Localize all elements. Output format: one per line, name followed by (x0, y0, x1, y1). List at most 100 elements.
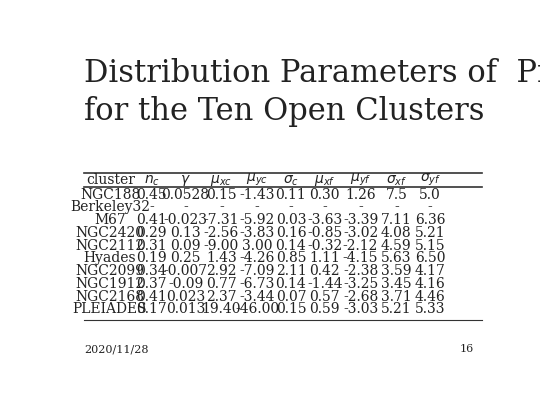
Text: 3.00: 3.00 (242, 239, 273, 253)
Text: -: - (358, 200, 363, 214)
Text: 19.40: 19.40 (201, 302, 241, 316)
Text: -0.023: -0.023 (164, 213, 207, 227)
Text: $\sigma_{xf}$: $\sigma_{xf}$ (386, 173, 407, 188)
Text: $\mu_{xc}$: $\mu_{xc}$ (211, 173, 232, 188)
Text: -: - (255, 200, 260, 214)
Text: M67: M67 (94, 213, 126, 227)
Text: 0.19: 0.19 (137, 252, 167, 265)
Text: $\sigma_c$: $\sigma_c$ (283, 173, 299, 188)
Text: 0.31: 0.31 (137, 239, 167, 253)
Text: 5.21: 5.21 (381, 302, 411, 316)
Text: -3.02: -3.02 (343, 226, 378, 240)
Text: $\gamma$: $\gamma$ (180, 173, 191, 188)
Text: $n_c$: $n_c$ (144, 173, 160, 188)
Text: -6.73: -6.73 (240, 277, 275, 291)
Text: -7.31: -7.31 (204, 213, 239, 227)
Text: -3.44: -3.44 (239, 290, 275, 304)
Text: 3.71: 3.71 (381, 290, 411, 304)
Text: 0.13: 0.13 (170, 226, 201, 240)
Text: 0.34: 0.34 (137, 264, 167, 278)
Text: -0.32: -0.32 (307, 239, 342, 253)
Text: 0.17: 0.17 (137, 302, 167, 316)
Text: 0.30: 0.30 (309, 188, 340, 202)
Text: -4.26: -4.26 (240, 252, 275, 265)
Text: 4.59: 4.59 (381, 239, 411, 253)
Text: 4.08: 4.08 (381, 226, 411, 240)
Text: 2.11: 2.11 (275, 264, 306, 278)
Text: -5.92: -5.92 (240, 213, 275, 227)
Text: 5.21: 5.21 (415, 226, 446, 240)
Text: -: - (183, 200, 188, 214)
Text: 2020/11/28: 2020/11/28 (84, 344, 148, 354)
Text: 2.92: 2.92 (206, 264, 237, 278)
Text: -1.44: -1.44 (307, 277, 342, 291)
Text: Distribution Parameters of  Proper Motion
for the Ten Open Clusters: Distribution Parameters of Proper Motion… (84, 58, 540, 127)
Text: cluster: cluster (86, 173, 136, 188)
Text: NGC2420: NGC2420 (76, 226, 145, 240)
Text: NGC188: NGC188 (80, 188, 140, 202)
Text: 7.11: 7.11 (381, 213, 412, 227)
Text: 0.25: 0.25 (171, 252, 201, 265)
Text: -0.09: -0.09 (168, 277, 203, 291)
Text: -: - (150, 200, 154, 214)
Text: 5.15: 5.15 (415, 239, 446, 253)
Text: -: - (394, 200, 399, 214)
Text: 7.5: 7.5 (386, 188, 407, 202)
Text: 16: 16 (459, 344, 474, 354)
Text: 0.07: 0.07 (275, 290, 306, 304)
Text: NGC2168: NGC2168 (76, 290, 145, 304)
Text: 0.11: 0.11 (275, 188, 306, 202)
Text: 3.45: 3.45 (381, 277, 411, 291)
Text: -0.007: -0.007 (164, 264, 208, 278)
Text: -3.25: -3.25 (343, 277, 378, 291)
Text: 2.37: 2.37 (206, 290, 237, 304)
Text: 0.41: 0.41 (137, 290, 167, 304)
Text: 1.43: 1.43 (206, 252, 237, 265)
Text: 0.15: 0.15 (275, 302, 306, 316)
Text: NGC1912: NGC1912 (76, 277, 145, 291)
Text: -2.38: -2.38 (343, 264, 378, 278)
Text: -3.83: -3.83 (240, 226, 275, 240)
Text: 6.36: 6.36 (415, 213, 446, 227)
Text: 0.59: 0.59 (309, 302, 340, 316)
Text: 0.023: 0.023 (166, 290, 205, 304)
Text: 0.41: 0.41 (137, 213, 167, 227)
Text: $\mu_{yc}$: $\mu_{yc}$ (246, 172, 268, 188)
Text: 0.37: 0.37 (137, 277, 167, 291)
Text: $\mu_{yf}$: $\mu_{yf}$ (350, 172, 372, 188)
Text: 6.50: 6.50 (415, 252, 446, 265)
Text: 0.42: 0.42 (309, 264, 340, 278)
Text: 5.0: 5.0 (419, 188, 441, 202)
Text: 0.85: 0.85 (276, 252, 306, 265)
Text: $\sigma_{yf}$: $\sigma_{yf}$ (420, 172, 441, 188)
Text: Hyades: Hyades (84, 252, 137, 265)
Text: NGC2112: NGC2112 (76, 239, 145, 253)
Text: -9.00: -9.00 (204, 239, 239, 253)
Text: 0.16: 0.16 (275, 226, 306, 240)
Text: -2.12: -2.12 (343, 239, 378, 253)
Text: 0.013: 0.013 (166, 302, 205, 316)
Text: -7.09: -7.09 (240, 264, 275, 278)
Text: -: - (288, 200, 293, 214)
Text: 0.45: 0.45 (137, 188, 167, 202)
Text: -3.03: -3.03 (343, 302, 378, 316)
Text: -2.56: -2.56 (204, 226, 239, 240)
Text: 0.57: 0.57 (309, 290, 340, 304)
Text: 1.11: 1.11 (309, 252, 340, 265)
Text: -2.68: -2.68 (343, 290, 378, 304)
Text: -: - (322, 200, 327, 214)
Text: 5.63: 5.63 (381, 252, 411, 265)
Text: -0.85: -0.85 (307, 226, 342, 240)
Text: -46.00: -46.00 (235, 302, 279, 316)
Text: 0.03: 0.03 (276, 213, 306, 227)
Text: -: - (428, 200, 433, 214)
Text: 0.09: 0.09 (171, 239, 201, 253)
Text: NGC2099: NGC2099 (76, 264, 145, 278)
Text: 0.29: 0.29 (137, 226, 167, 240)
Text: 5.33: 5.33 (415, 302, 446, 316)
Text: 1.26: 1.26 (345, 188, 376, 202)
Text: -4.15: -4.15 (343, 252, 379, 265)
Text: 0.77: 0.77 (206, 277, 237, 291)
Text: -1.43: -1.43 (239, 188, 275, 202)
Text: -: - (219, 200, 224, 214)
